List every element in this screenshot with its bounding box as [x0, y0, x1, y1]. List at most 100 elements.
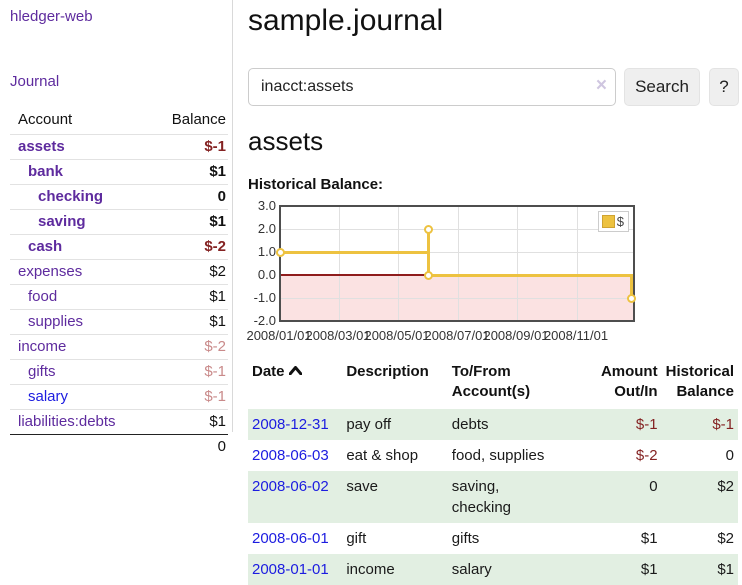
account-link-bank[interactable]: bank [28, 163, 64, 180]
data-point-marker [424, 271, 433, 280]
chart-legend: $ [597, 211, 629, 232]
legend-label: $ [616, 214, 624, 229]
transaction-date-link[interactable]: 2008-06-01 [252, 529, 329, 547]
historical-balance-chart: 3.0 2.0 1.0 0.0 -1.0 -2.0 [246, 198, 738, 348]
search-button[interactable]: Search [624, 68, 700, 106]
account-balance-expenses: $2 [151, 259, 228, 285]
accounts-total-value: 0 [151, 434, 228, 459]
transaction-balance: $2 [717, 529, 734, 547]
account-link-assets[interactable]: assets [18, 138, 65, 155]
account-link-gifts[interactable]: gifts [28, 363, 56, 380]
account-link-income[interactable]: income [18, 338, 67, 355]
register-header-date[interactable]: Date [248, 358, 342, 409]
transaction-balance: $2 [661, 470, 738, 523]
sidebar: hledger-web Journal Account Balance asse… [0, 0, 233, 459]
transaction-accounts: debts [447, 408, 594, 440]
account-heading: assets [248, 126, 324, 156]
account-balance-food: $1 [151, 284, 228, 310]
data-point-marker [424, 225, 433, 234]
y-tick-label: 2.0 [257, 221, 276, 236]
transaction-amount: $1 [640, 529, 658, 547]
account-balance-income: $-2 [151, 334, 228, 360]
sort-ascending-icon [288, 366, 302, 375]
transaction-accounts: salary [447, 553, 594, 585]
account-link-expenses[interactable]: expenses [18, 263, 83, 280]
transaction-date-link[interactable]: 2008-06-02 [252, 477, 329, 495]
account-row-salary: salary $-1 [10, 384, 228, 410]
page-title: sample.journal [248, 4, 444, 37]
y-tick-label: -2.0 [253, 313, 276, 328]
data-point-marker [627, 294, 636, 303]
x-tick-label: 2008/05/01 [364, 328, 430, 343]
transaction-balance: 0 [725, 446, 734, 464]
x-tick-label: 2008/07/01 [424, 328, 490, 343]
transaction-date-link[interactable]: 2008-06-03 [252, 446, 329, 464]
accounts-header-account: Account [18, 111, 73, 128]
transaction-description: gift [346, 529, 367, 547]
register-table: Date Description To/From Account(s) Amou… [248, 358, 738, 585]
transaction-accounts: saving, checking [447, 470, 594, 523]
transaction-accounts: gifts [451, 529, 480, 547]
x-tick-label: 2008/09/01 [483, 328, 549, 343]
account-balance-salary: $-1 [151, 384, 228, 410]
account-link-saving[interactable]: saving [38, 213, 86, 230]
x-tick-label: 2008/03/01 [305, 328, 371, 343]
account-link-supplies[interactable]: supplies [28, 313, 84, 330]
y-tick-label: 1.0 [257, 244, 276, 259]
register-header-description: Description [346, 363, 429, 380]
transaction-date-link[interactable]: 2008-12-31 [252, 415, 329, 433]
transaction-amount: $1 [593, 553, 662, 585]
account-row-assets: assets $-1 [10, 134, 228, 160]
register-row: 2008-06-03 eat & shop food, supplies $-2… [248, 440, 738, 471]
account-row-gifts: gifts $-1 [10, 359, 228, 385]
accounts-total-row: 0 [10, 434, 228, 459]
transaction-balance: $1 [661, 553, 738, 585]
transaction-description: save [342, 470, 448, 523]
account-link-salary[interactable]: salary [28, 388, 69, 405]
register-header-accounts: To/From Account(s) [451, 363, 531, 401]
main-content: sample.journal × Search ? assets Histori… [246, 0, 742, 585]
account-balance-gifts: $-1 [151, 359, 228, 385]
account-balance-liabilities-debts: $1 [151, 409, 228, 435]
account-row-income: income $-2 [10, 334, 228, 360]
transaction-description: pay off [342, 408, 448, 440]
account-balance-bank: $1 [151, 159, 228, 185]
transaction-amount: 0 [593, 470, 662, 523]
account-row-bank: bank $1 [10, 159, 228, 185]
register-header-amount: Amount Out/In [600, 363, 658, 401]
search-input[interactable] [248, 68, 616, 106]
nav-journal-link[interactable]: Journal [10, 73, 60, 90]
app-title[interactable]: hledger-web [10, 8, 93, 25]
transaction-accounts: food, supplies [451, 446, 545, 464]
register-row: 2008-01-01 income salary $1 $1 [248, 553, 738, 585]
account-row-supplies: supplies $1 [10, 309, 228, 335]
y-tick-label: 0.0 [257, 267, 276, 282]
data-point-marker [276, 248, 285, 257]
clear-search-icon[interactable]: × [595, 75, 607, 96]
account-link-checking[interactable]: checking [38, 188, 104, 205]
accounts-table: Account Balance assets $-1 bank $1 check… [10, 107, 228, 459]
accounts-header-balance: Balance [171, 111, 226, 128]
account-balance-checking: 0 [151, 184, 228, 210]
series-segment [281, 251, 429, 254]
series-segment [427, 229, 430, 277]
account-link-liabilities-debts[interactable]: liabilities:debts [18, 413, 116, 430]
transaction-description: income [342, 553, 448, 585]
register-header-balance: Historical Balance [665, 363, 734, 401]
y-tick-label: -1.0 [253, 290, 276, 305]
help-button[interactable]: ? [709, 68, 739, 106]
register-row: 2008-12-31 pay off debts $-1 $-1 [248, 408, 738, 440]
account-link-cash[interactable]: cash [28, 238, 63, 255]
account-balance-supplies: $1 [151, 309, 228, 335]
account-row-expenses: expenses $2 [10, 259, 228, 285]
account-link-food[interactable]: food [28, 288, 58, 305]
transaction-amount: $-2 [635, 446, 658, 464]
y-tick-label: 3.0 [257, 198, 276, 213]
account-balance-cash: $-2 [151, 234, 228, 260]
account-balance-assets: $-1 [151, 134, 228, 160]
register-header-row: Date Description To/From Account(s) Amou… [248, 358, 738, 409]
legend-swatch-dollar [601, 215, 615, 228]
transaction-date-link[interactable]: 2008-01-01 [252, 560, 329, 578]
account-balance-saving: $1 [151, 209, 228, 235]
register-row: 2008-06-01 gift gifts $1 $2 [248, 523, 738, 554]
